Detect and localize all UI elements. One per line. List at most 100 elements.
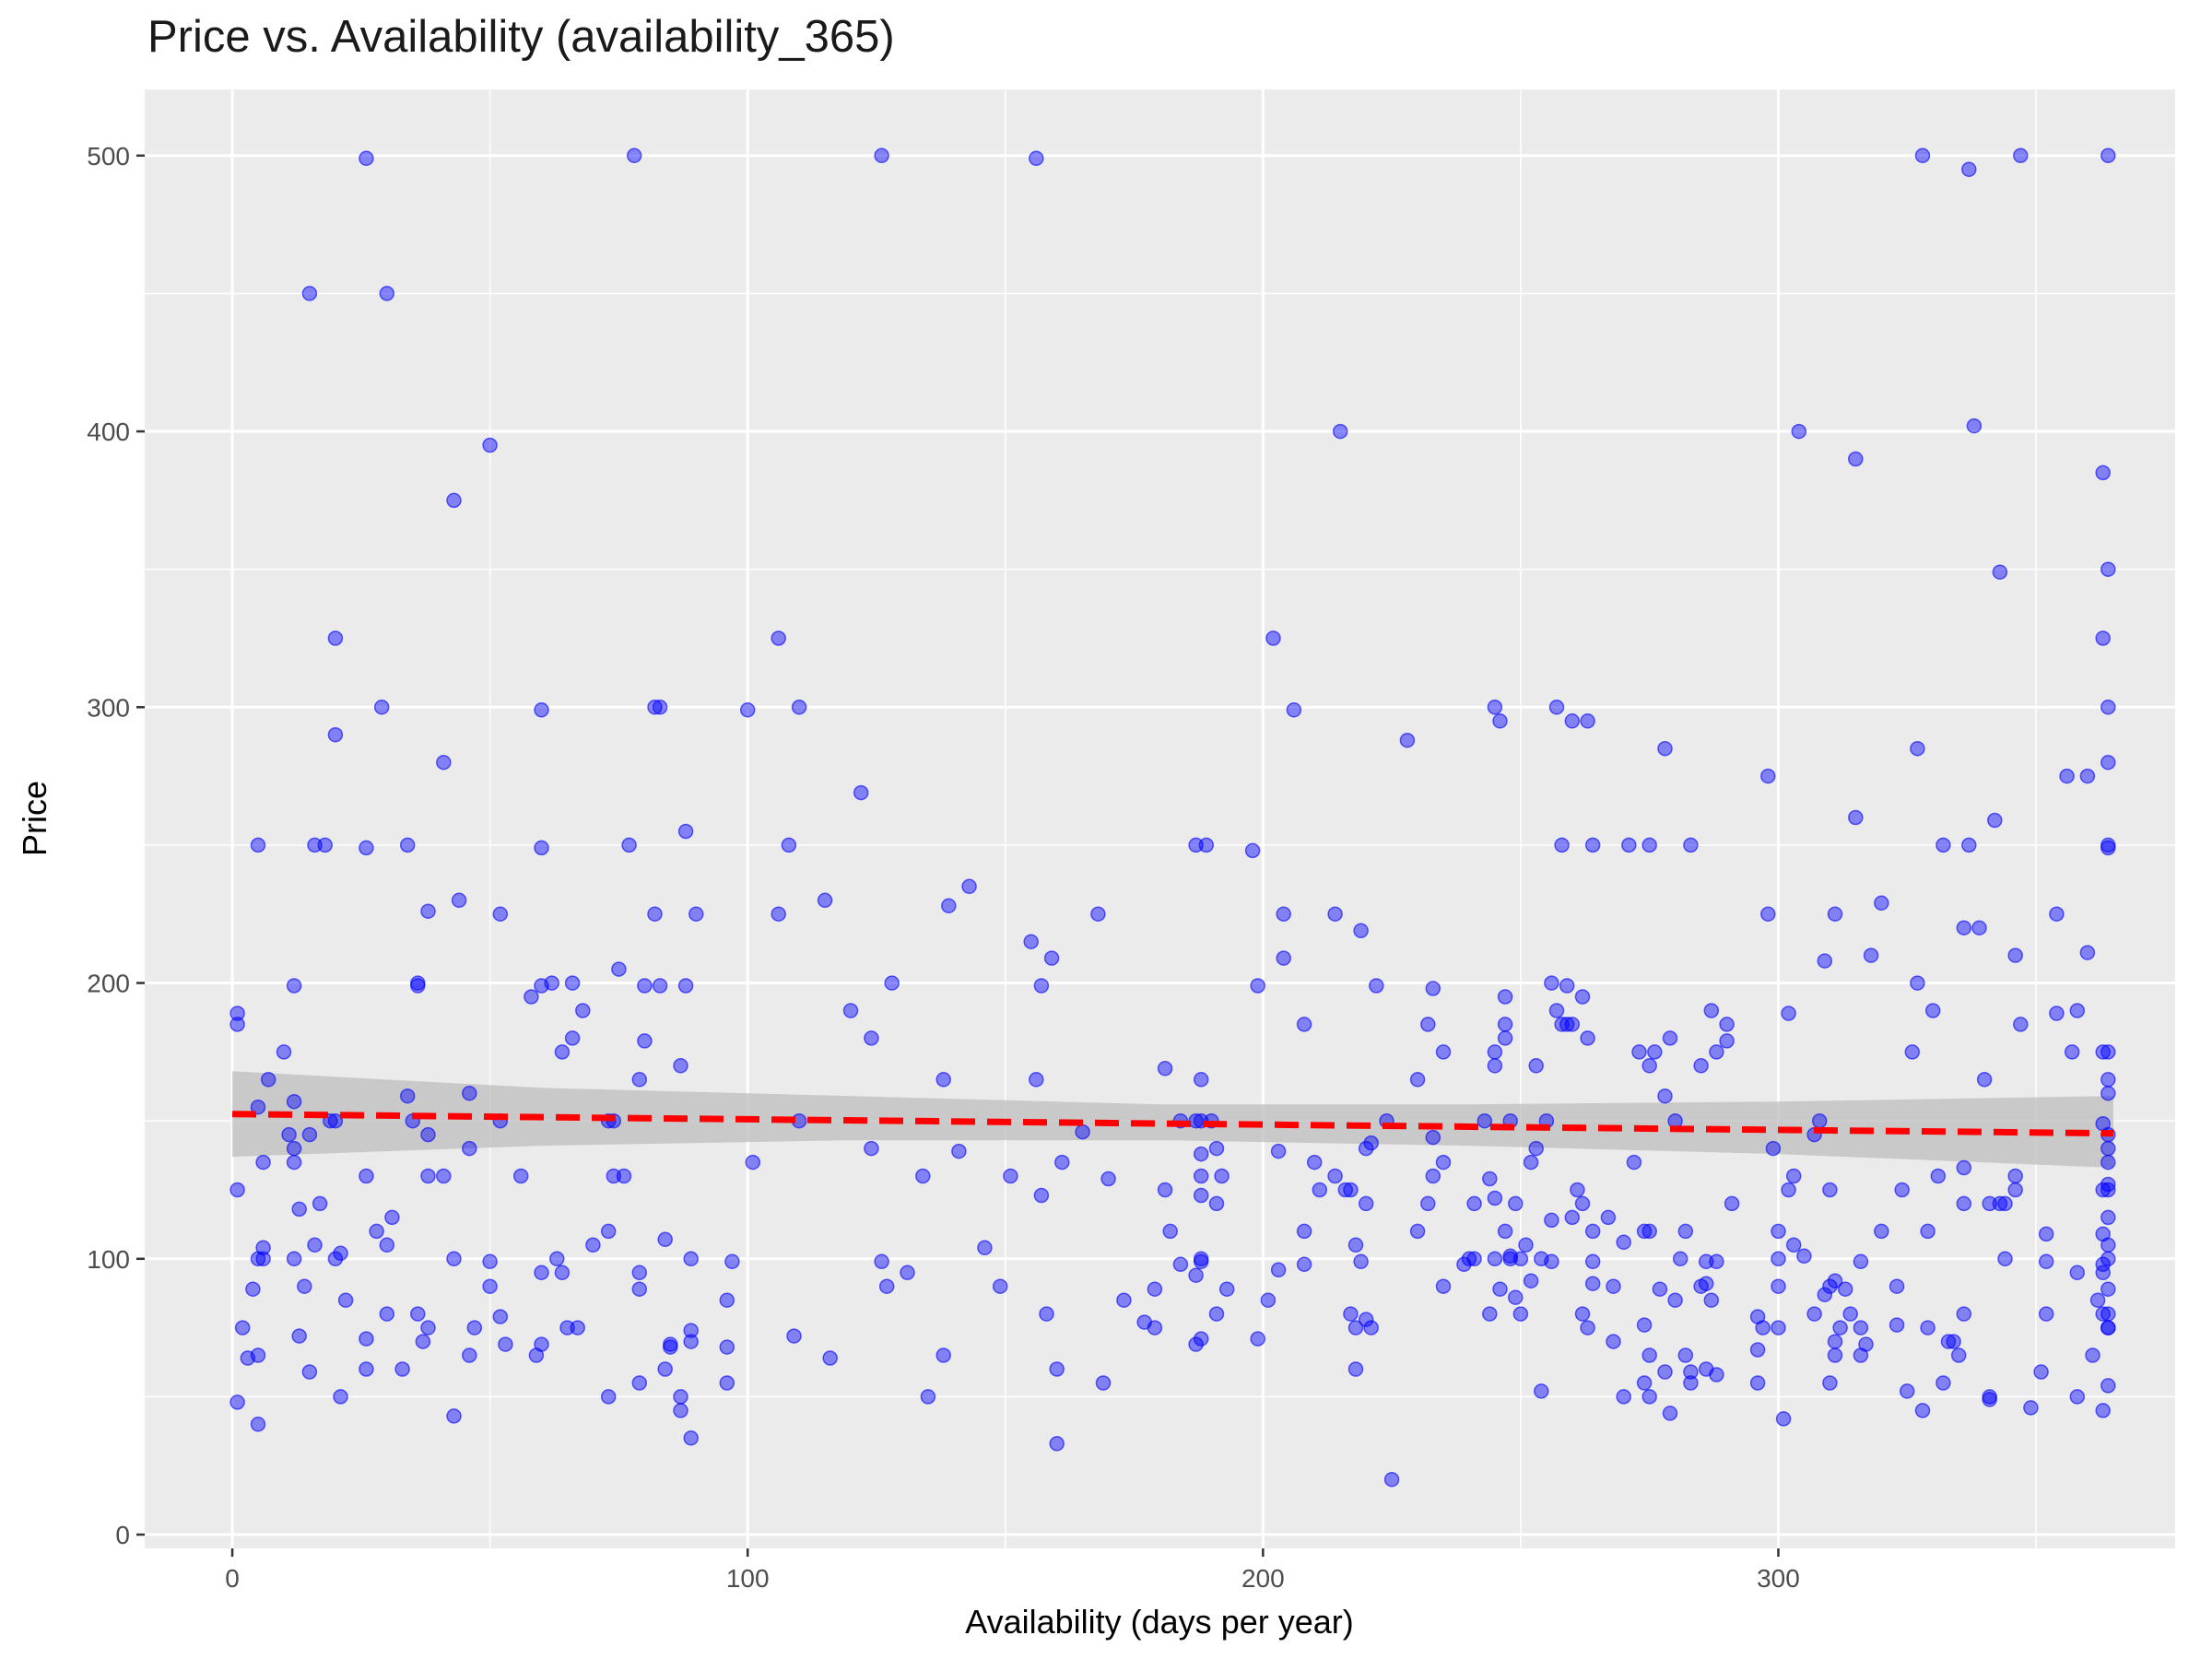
data-point [977, 1240, 993, 1256]
data-point [1435, 1044, 1452, 1060]
data-point [1652, 1281, 1668, 1297]
data-point [1863, 947, 1879, 963]
data-point [1662, 1030, 1678, 1046]
data-point [874, 147, 889, 164]
data-point [1487, 1251, 1503, 1267]
confidence-band [232, 1071, 2113, 1168]
data-point [1574, 1306, 1591, 1322]
data-point [1214, 1168, 1230, 1184]
data-point [1512, 1306, 1529, 1322]
data-point [333, 1245, 348, 1262]
data-point [1641, 837, 1657, 853]
data-point [575, 1003, 591, 1018]
data-point [1218, 1281, 1235, 1297]
data-point [637, 978, 653, 994]
data-point [1312, 1182, 1328, 1198]
data-point [255, 1240, 271, 1256]
data-point [1363, 1135, 1379, 1151]
data-point [462, 1085, 477, 1101]
data-point [1534, 1383, 1549, 1399]
data-point [554, 1044, 571, 1060]
data-point [1956, 1195, 1972, 1212]
data-point [1265, 630, 1281, 646]
data-point [2100, 700, 2116, 715]
data-point [900, 1265, 915, 1281]
data-point [1544, 975, 1559, 991]
data-point [683, 1323, 699, 1338]
data-point [1039, 1306, 1054, 1322]
data-point [2089, 1292, 2106, 1308]
data-point [327, 1112, 344, 1129]
data-point [2095, 465, 2111, 481]
data-point [2100, 840, 2116, 856]
data-point [1667, 1292, 1683, 1308]
data-point [1641, 1389, 1657, 1405]
data-point [874, 1253, 889, 1270]
data-point [1636, 1375, 1653, 1391]
data-point [1848, 451, 1864, 467]
data-point [399, 1088, 416, 1104]
data-point [631, 1375, 648, 1391]
data-point [466, 1320, 483, 1335]
data-point [1347, 1361, 1364, 1377]
data-point [1672, 1251, 1688, 1267]
data-point [534, 1265, 549, 1281]
data-point [1874, 1223, 1889, 1240]
data-points [229, 147, 2116, 1488]
data-point [1544, 1212, 1559, 1229]
data-point [992, 1278, 1008, 1294]
data-point [1785, 1168, 1802, 1184]
data-point [1147, 1320, 1163, 1335]
data-point [1636, 1317, 1653, 1333]
data-point [1270, 1143, 1287, 1159]
data-point [1574, 989, 1591, 1005]
data-point [842, 1003, 859, 1018]
data-point [2007, 1182, 2023, 1198]
data-point [276, 1044, 292, 1060]
data-point [1193, 1251, 1209, 1267]
data-point [1347, 1237, 1364, 1253]
data-point [1487, 1190, 1503, 1206]
data-point [1924, 1003, 1941, 1018]
data-point [379, 1306, 395, 1322]
data-point [1657, 1088, 1673, 1104]
data-point [1606, 1334, 1621, 1349]
data-point [1683, 1364, 1699, 1380]
data-point [250, 1347, 266, 1363]
data-point [1296, 1017, 1312, 1032]
data-point [1570, 1182, 1585, 1198]
data-point [1157, 1061, 1173, 1077]
data-point [394, 1361, 410, 1377]
data-point [822, 1350, 838, 1366]
data-point [2100, 1378, 2116, 1394]
data-point [1420, 1195, 1436, 1212]
data-point [1647, 1044, 1663, 1060]
data-point [1487, 700, 1503, 715]
data-point [1894, 1182, 1910, 1198]
data-point [415, 1334, 431, 1349]
data-point [1461, 1251, 1477, 1267]
data-point [1296, 1223, 1312, 1240]
data-point [1508, 1289, 1524, 1305]
data-point [1528, 1140, 1544, 1157]
data-point [1775, 1411, 1792, 1427]
data-point [920, 1389, 936, 1405]
data-point [1584, 1276, 1601, 1291]
data-point [1771, 1320, 1786, 1335]
data-point [673, 1403, 688, 1418]
data-point [1523, 1154, 1539, 1171]
data-point [1709, 1044, 1724, 1060]
data-point [719, 1375, 735, 1391]
data-point [1662, 1406, 1678, 1421]
data-point [1508, 1195, 1524, 1212]
data-point [564, 1030, 581, 1046]
data-point [2079, 768, 2096, 784]
data-point [724, 1253, 740, 1270]
data-point [2007, 1168, 2023, 1184]
data-point [1425, 1129, 1441, 1146]
data-point [961, 878, 977, 895]
data-point [1188, 1267, 1204, 1283]
data-point [2095, 1044, 2111, 1060]
data-point [482, 1253, 498, 1270]
data-point [1353, 1253, 1369, 1270]
